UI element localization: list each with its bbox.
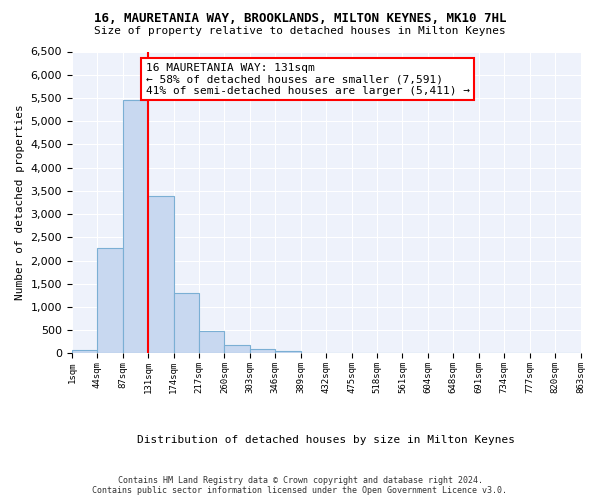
Text: 16, MAURETANIA WAY, BROOKLANDS, MILTON KEYNES, MK10 7HL: 16, MAURETANIA WAY, BROOKLANDS, MILTON K…	[94, 12, 506, 26]
Bar	[224, 344, 250, 354]
Bar	[148, 196, 173, 354]
Bar	[97, 248, 123, 354]
Text: Size of property relative to detached houses in Milton Keynes: Size of property relative to detached ho…	[94, 26, 506, 36]
Y-axis label: Number of detached properties: Number of detached properties	[15, 104, 25, 300]
Bar	[123, 100, 148, 354]
X-axis label: Distribution of detached houses by size in Milton Keynes: Distribution of detached houses by size …	[137, 435, 515, 445]
Text: Contains HM Land Registry data © Crown copyright and database right 2024.
Contai: Contains HM Land Registry data © Crown c…	[92, 476, 508, 495]
Bar	[72, 350, 97, 354]
Bar	[199, 330, 224, 353]
Bar	[250, 349, 275, 354]
Bar	[173, 292, 199, 354]
Text: 16 MAURETANIA WAY: 131sqm
← 58% of detached houses are smaller (7,591)
41% of se: 16 MAURETANIA WAY: 131sqm ← 58% of detac…	[146, 63, 470, 96]
Bar	[275, 351, 301, 354]
